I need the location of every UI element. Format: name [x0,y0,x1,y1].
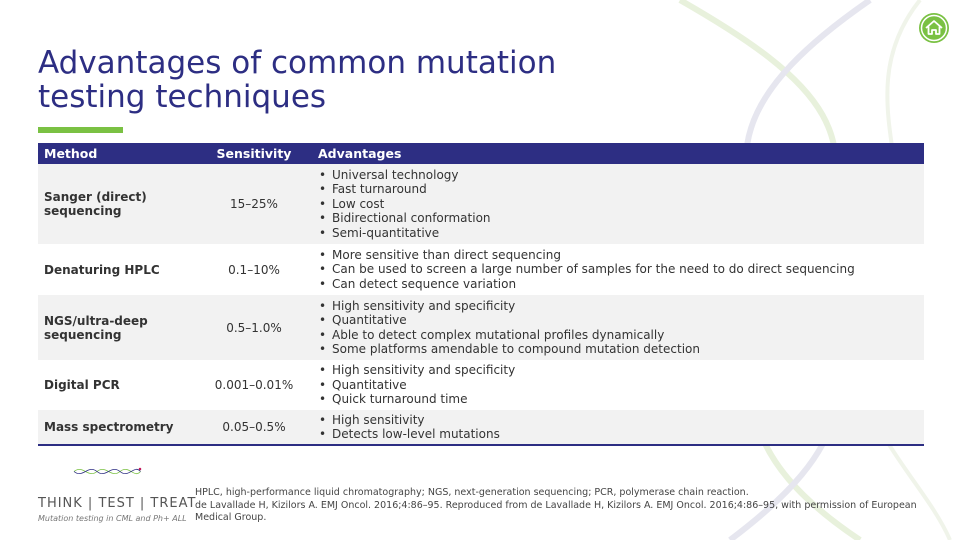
table-row: NGS/ultra-deep sequencing 0.5–1.0% High … [38,295,924,360]
header-sensitivity: Sensitivity [196,143,312,164]
sensitivity-cell: 0.05–0.5% [196,410,312,446]
footnote: HPLC, high-performance liquid chromatogr… [195,487,925,525]
advantage-item: Detects low-level mutations [319,427,918,442]
sensitivity-cell: 0.001–0.01% [196,360,312,410]
home-button[interactable] [918,12,950,44]
advantage-item: More sensitive than direct sequencing [319,248,918,263]
logo-wordmark: THINK | TEST | TREAT [38,496,197,511]
advantage-item: High sensitivity [319,413,918,428]
advantage-item: Fast turnaround [319,182,918,197]
method-cell: Mass spectrometry [38,410,196,446]
footnote-abbreviations: HPLC, high-performance liquid chromatogr… [195,487,749,498]
advantages-cell: Universal technology Fast turnaround Low… [312,164,924,244]
advantages-cell: High sensitivity Detects low-level mutat… [312,410,924,446]
method-cell: Sanger (direct) sequencing [38,164,196,244]
advantage-item: Universal technology [319,168,918,183]
sensitivity-cell: 0.1–10% [196,244,312,295]
advantage-item: Quantitative [319,313,918,328]
table-header-row: Method Sensitivity Advantages [38,143,924,164]
advantages-cell: High sensitivity and specificity Quantit… [312,360,924,410]
slide-title: Advantages of common mutation testing te… [38,45,557,115]
advantage-item: Semi-quantitative [319,226,918,241]
table-row: Denaturing HPLC 0.1–10% More sensitive t… [38,244,924,295]
method-cell: NGS/ultra-deep sequencing [38,295,196,360]
advantage-item: Quantitative [319,378,918,393]
advantage-item: High sensitivity and specificity [319,363,918,378]
think-test-treat-logo [73,467,142,475]
home-icon [919,13,949,43]
table-row: Mass spectrometry 0.05–0.5% High sensiti… [38,410,924,446]
footnote-reference: de Lavallade H, Kizilors A. EMJ Oncol. 2… [195,499,917,524]
method-cell: Denaturing HPLC [38,244,196,295]
advantage-item: Some platforms amendable to compound mut… [319,342,918,357]
sensitivity-cell: 15–25% [196,164,312,244]
title-underline [38,127,123,133]
advantage-item: Can be used to screen a large number of … [319,262,918,277]
advantage-item: Bidirectional conformation [319,211,918,226]
method-cell: Digital PCR [38,360,196,410]
advantage-item: Can detect sequence variation [319,277,918,292]
table-row: Sanger (direct) sequencing 15–25% Univer… [38,164,924,244]
advantage-item: Able to detect complex mutational profil… [319,328,918,343]
advantage-item: Quick turnaround time [319,392,918,407]
logo-tagline: Mutation testing in CML and Ph+ ALL [38,514,187,523]
advantage-item: High sensitivity and specificity [319,299,918,314]
header-method: Method [38,143,196,164]
table-row: Digital PCR 0.001–0.01% High sensitivity… [38,360,924,410]
techniques-table: Method Sensitivity Advantages Sanger (di… [38,143,924,446]
header-advantages: Advantages [312,143,924,164]
advantages-cell: High sensitivity and specificity Quantit… [312,295,924,360]
advantage-item: Low cost [319,197,918,212]
sensitivity-cell: 0.5–1.0% [196,295,312,360]
advantages-cell: More sensitive than direct sequencing Ca… [312,244,924,295]
